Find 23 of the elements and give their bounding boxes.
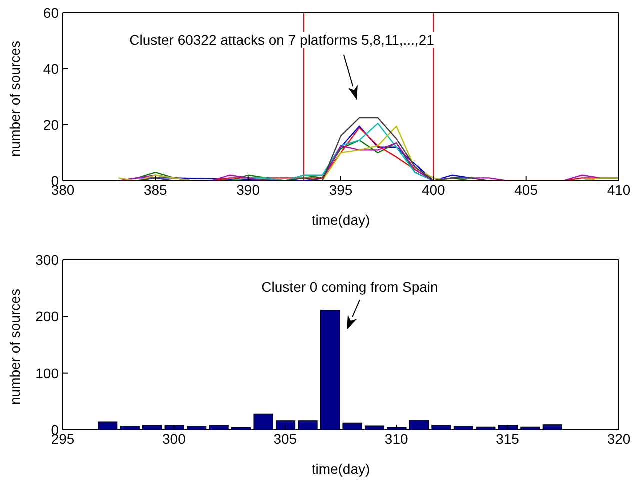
y-tick-label: 200 [36,308,60,325]
x-axis-title: time(day) [312,212,370,228]
x-tick-label: 315 [496,430,520,447]
annotation: Cluster 60322 attacks on 7 platforms 5,8,11,...,21 [128,32,436,48]
x-tick-label: 400 [422,182,446,198]
annotation: Cluster 0 coming from Spain [260,279,440,295]
x-tick-label: 405 [514,182,538,198]
y-tick-label: 100 [36,365,60,382]
x-tick-label: 395 [329,182,353,198]
x-axis-title: time(day) [312,461,370,477]
y-axis-title: number of sources [6,41,23,157]
y-tick-label: 60 [43,4,60,21]
y-axis-title: number of sources [6,289,23,405]
x-tick-label: 410 [607,182,631,198]
x-tick-label: 310 [384,430,408,447]
x-tick-label: 320 [607,430,631,447]
x-tick-label: 300 [162,430,186,447]
x-tick-label: 305 [274,430,298,447]
x-tick-label: 390 [236,182,260,198]
y-tick-label: 40 [43,60,60,77]
x-tick-label: 385 [144,182,168,198]
y-tick-label: 20 [43,116,60,133]
y-tick-label: 300 [36,252,60,268]
